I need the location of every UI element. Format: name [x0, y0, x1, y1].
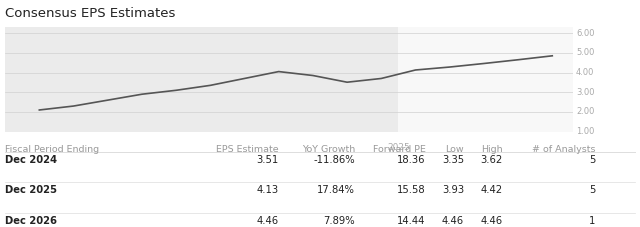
Text: 2025: 2025 — [387, 143, 410, 152]
Text: 4.13: 4.13 — [256, 185, 278, 195]
Text: -11.86%: -11.86% — [314, 155, 355, 165]
Text: 5.00: 5.00 — [576, 48, 595, 57]
Text: EPS Estimate: EPS Estimate — [216, 145, 278, 154]
Text: 3.62: 3.62 — [480, 155, 502, 165]
Text: Fiscal Period Ending: Fiscal Period Ending — [5, 145, 99, 154]
Text: # of Analysts: # of Analysts — [532, 145, 595, 154]
Text: 4.46: 4.46 — [480, 216, 502, 226]
Bar — [398, 27, 573, 132]
Text: Consensus EPS Estimates: Consensus EPS Estimates — [5, 7, 175, 20]
Text: 3.35: 3.35 — [442, 155, 464, 165]
Text: 7.89%: 7.89% — [324, 216, 355, 226]
Text: Forward PE: Forward PE — [372, 145, 426, 154]
Text: 1: 1 — [589, 216, 595, 226]
Text: Low: Low — [445, 145, 464, 154]
Text: Dec 2024: Dec 2024 — [5, 155, 57, 165]
Text: Dec 2025: Dec 2025 — [5, 185, 57, 195]
Text: 5: 5 — [589, 185, 595, 195]
Text: Dec 2026: Dec 2026 — [5, 216, 57, 226]
Text: 4.46: 4.46 — [442, 216, 464, 226]
Text: 3.51: 3.51 — [256, 155, 278, 165]
Text: 4.42: 4.42 — [480, 185, 502, 195]
Text: 2.00: 2.00 — [576, 107, 595, 116]
Text: 4.00: 4.00 — [576, 68, 595, 77]
Text: 14.44: 14.44 — [397, 216, 426, 226]
Text: 3.93: 3.93 — [442, 185, 464, 195]
Text: 15.58: 15.58 — [397, 185, 426, 195]
Text: 17.84%: 17.84% — [317, 185, 355, 195]
Text: YoY Growth: YoY Growth — [302, 145, 355, 154]
Text: 4.46: 4.46 — [256, 216, 278, 226]
Text: 18.36: 18.36 — [397, 155, 426, 165]
Text: High: High — [481, 145, 502, 154]
Bar — [5, 27, 398, 132]
Text: 3.00: 3.00 — [576, 88, 595, 97]
Text: 1.00: 1.00 — [576, 127, 595, 136]
Text: 6.00: 6.00 — [576, 29, 595, 38]
Text: 5: 5 — [589, 155, 595, 165]
